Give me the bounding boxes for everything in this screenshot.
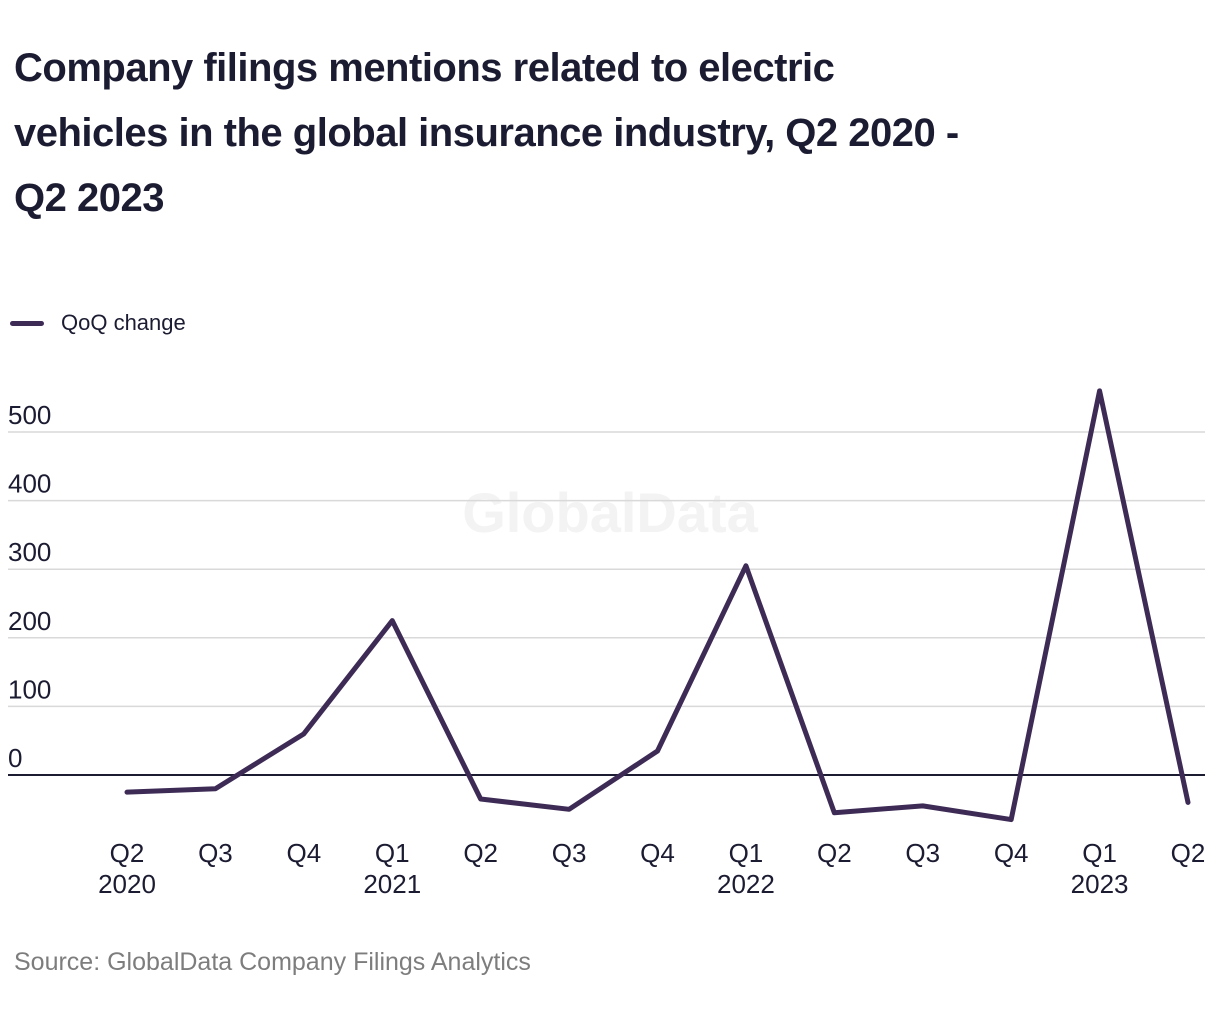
x-axis-quarter-label: Q1 — [729, 838, 764, 868]
legend-line-swatch — [10, 320, 44, 326]
x-axis-quarter-label: Q4 — [640, 838, 675, 868]
x-axis-year-label: 2021 — [363, 869, 421, 899]
chart-title-line-1: Company filings mentions related to elec… — [14, 46, 835, 90]
y-axis-tick-label: 500 — [8, 400, 51, 430]
x-axis-quarter-label: Q3 — [198, 838, 233, 868]
qoq-change-line — [124, 388, 1191, 823]
x-axis-quarter-label: Q3 — [905, 838, 940, 868]
watermark: GlobalData — [462, 481, 758, 544]
x-axis-quarter-label: Q2 — [110, 838, 145, 868]
x-axis-year-label: 2020 — [98, 869, 156, 899]
x-axis-year-label: 2022 — [717, 869, 775, 899]
legend: QoQ change — [10, 310, 186, 336]
x-axis-quarter-label: Q3 — [552, 838, 587, 868]
x-axis-quarter-label: Q2 — [463, 838, 498, 868]
x-axis-quarter-label: Q4 — [994, 838, 1029, 868]
legend-label: QoQ change — [61, 310, 186, 335]
chart-title-line-2: vehicles in the global insurance industr… — [14, 111, 959, 155]
x-axis-quarter-label: Q4 — [286, 838, 321, 868]
chart-title: Company filings mentions related to elec… — [14, 36, 1204, 231]
y-axis-tick-label: 300 — [8, 537, 51, 567]
y-axis-tick-label: 400 — [8, 469, 51, 499]
x-axis-quarter-label: Q1 — [1082, 838, 1117, 868]
y-axis-tick-label: 0 — [8, 743, 22, 773]
x-axis-year-label: 2023 — [1071, 869, 1129, 899]
x-axis-quarter-label: Q1 — [375, 838, 410, 868]
x-axis-quarter-label: Q2 — [1171, 838, 1206, 868]
y-axis-tick-label: 200 — [8, 606, 51, 636]
x-axis-quarter-label: Q2 — [817, 838, 852, 868]
y-axis-tick-label: 100 — [8, 674, 51, 704]
source-text: Source: GlobalData Company Filings Analy… — [14, 948, 531, 976]
chart-title-line-3: Q2 2023 — [14, 176, 164, 220]
